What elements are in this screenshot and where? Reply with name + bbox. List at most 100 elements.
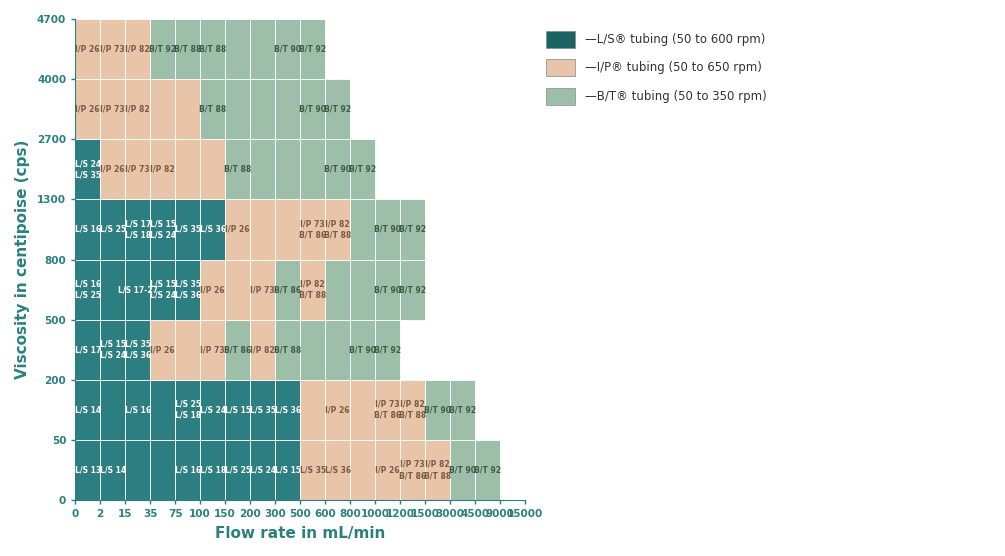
Text: I/P 82: I/P 82 (126, 105, 150, 113)
Text: L/S 36: L/S 36 (200, 225, 226, 234)
Bar (300, 79, 325, 139)
Bar (250, 440, 275, 500)
Text: L/S 15: L/S 15 (225, 405, 250, 414)
Text: I/P 26: I/P 26 (100, 165, 125, 174)
Text: B/T 90: B/T 90 (274, 44, 302, 53)
Text: B/T 92: B/T 92 (149, 44, 176, 53)
Text: I/P 73: I/P 73 (100, 105, 125, 113)
Text: L/S 35: L/S 35 (249, 405, 275, 414)
Bar (325, 79, 350, 139)
Text: L/S 15
L/S 24: L/S 15 L/S 24 (150, 280, 176, 300)
Text: I/P 26: I/P 26 (326, 405, 350, 414)
Legend: —L/S® tubing (50 to 600 rpm), —I/P® tubing (50 to 650 rpm), —B/T® tubing (50 to : —L/S® tubing (50 to 600 rpm), —I/P® tubi… (540, 25, 773, 111)
Bar (175, 19, 200, 79)
Bar (75, 139, 100, 200)
Bar (250, 79, 275, 139)
Bar (175, 79, 200, 139)
Bar (126, 200, 150, 260)
Bar (126, 139, 150, 200)
Bar (325, 260, 350, 320)
Text: B/T 88: B/T 88 (199, 44, 226, 53)
Bar (200, 79, 225, 139)
Text: L/S 35: L/S 35 (175, 225, 201, 234)
Text: L/S 35
L/S 36: L/S 35 L/S 36 (175, 280, 201, 300)
Text: L/S 15
L/S 24: L/S 15 L/S 24 (150, 220, 176, 240)
Bar (175, 320, 200, 380)
Text: B/T 90: B/T 90 (299, 105, 326, 113)
Bar (275, 320, 300, 380)
Text: I/P 73: I/P 73 (100, 44, 125, 53)
Bar (275, 19, 300, 79)
Bar (75, 19, 100, 79)
Bar (375, 320, 400, 380)
Text: B/T 90: B/T 90 (324, 165, 351, 174)
Bar (150, 320, 175, 380)
Text: I/P 26: I/P 26 (75, 105, 99, 113)
Bar (475, 440, 499, 500)
Bar (325, 320, 350, 380)
Bar (126, 320, 150, 380)
Text: I/P 26: I/P 26 (151, 345, 175, 354)
Text: I/P 82
B/T 88: I/P 82 B/T 88 (424, 460, 451, 480)
Bar (250, 260, 275, 320)
Text: L/S 25
L/S 18: L/S 25 L/S 18 (175, 400, 201, 420)
Bar (350, 380, 375, 440)
Bar (175, 260, 200, 320)
Text: B/T 88: B/T 88 (274, 345, 302, 354)
Text: I/P 73: I/P 73 (126, 165, 150, 174)
Bar (225, 139, 250, 200)
Bar (175, 440, 200, 500)
Bar (250, 139, 275, 200)
Text: B/T 92: B/T 92 (399, 225, 426, 234)
Text: B/T 92: B/T 92 (374, 345, 401, 354)
Bar (75, 440, 100, 500)
Bar (150, 19, 175, 79)
Bar (150, 19, 175, 79)
Bar (100, 260, 126, 320)
Text: L/S 35: L/S 35 (299, 465, 326, 474)
Text: I/P 26: I/P 26 (200, 285, 225, 294)
Bar (325, 440, 350, 500)
Bar (375, 260, 400, 320)
Bar (300, 200, 325, 260)
Bar (275, 139, 300, 200)
Text: I/P 82
B/T 88: I/P 82 B/T 88 (298, 280, 327, 300)
Bar (300, 139, 325, 200)
Bar (250, 200, 275, 260)
Text: I/P 82: I/P 82 (126, 44, 150, 53)
Bar (200, 440, 225, 500)
Bar (350, 260, 375, 320)
Bar (100, 320, 126, 380)
Bar (126, 19, 150, 79)
Bar (325, 139, 350, 200)
Text: B/T 90: B/T 90 (424, 405, 451, 414)
Bar (100, 380, 126, 440)
Bar (425, 440, 450, 500)
Bar (250, 380, 275, 440)
Bar (350, 200, 375, 260)
Bar (75, 320, 100, 380)
Text: L/S 17
L/S 18: L/S 17 L/S 18 (125, 220, 151, 240)
Text: L/S 36: L/S 36 (325, 465, 351, 474)
Text: L/S 24
L/S 35: L/S 24 L/S 35 (74, 159, 100, 180)
Bar (325, 200, 350, 260)
Bar (75, 260, 100, 320)
Bar (300, 440, 325, 500)
Bar (126, 79, 150, 139)
Bar (150, 200, 175, 260)
Bar (75, 380, 100, 440)
Text: I/P 26: I/P 26 (75, 44, 99, 53)
Text: B/T 88: B/T 88 (224, 165, 251, 174)
Text: B/T 92: B/T 92 (399, 285, 426, 294)
Text: I/P 82: I/P 82 (151, 165, 175, 174)
Bar (200, 139, 225, 200)
Text: B/T 88: B/T 88 (174, 44, 201, 53)
Bar (350, 320, 375, 380)
Text: B/T 92: B/T 92 (474, 465, 500, 474)
Bar (275, 200, 300, 260)
Text: B/T 88: B/T 88 (199, 105, 226, 113)
Text: L/S 13: L/S 13 (74, 465, 100, 474)
Text: B/T 90: B/T 90 (349, 345, 376, 354)
Bar (375, 200, 400, 260)
Text: I/P 73: I/P 73 (200, 345, 225, 354)
